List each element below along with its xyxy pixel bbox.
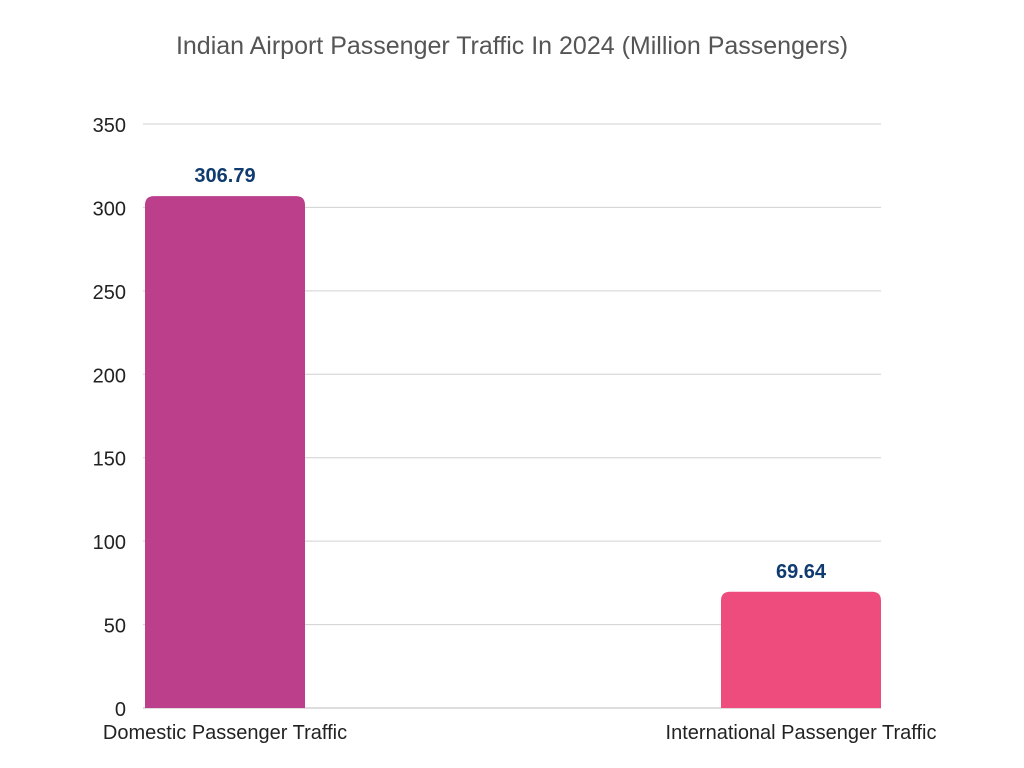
- y-tick-label: 150: [93, 449, 126, 471]
- chart-title: Indian Airport Passenger Traffic In 2024…: [176, 32, 848, 60]
- y-tick-label: 100: [93, 532, 126, 554]
- data-label: 306.79: [194, 165, 255, 187]
- x-tick-label: Domestic Passenger Traffic: [103, 722, 347, 744]
- y-tick-label: 250: [93, 282, 126, 304]
- y-tick-label: 50: [104, 616, 126, 638]
- y-tick-label: 0: [115, 699, 126, 721]
- x-tick-label: International Passenger Traffic: [666, 722, 937, 744]
- y-tick-label: 300: [93, 198, 126, 220]
- bar-domestic: [145, 196, 305, 708]
- y-tick-label: 350: [93, 115, 126, 137]
- bar-international: [721, 591, 881, 708]
- y-tick-label: 200: [93, 365, 126, 387]
- data-label: 69.64: [776, 561, 827, 583]
